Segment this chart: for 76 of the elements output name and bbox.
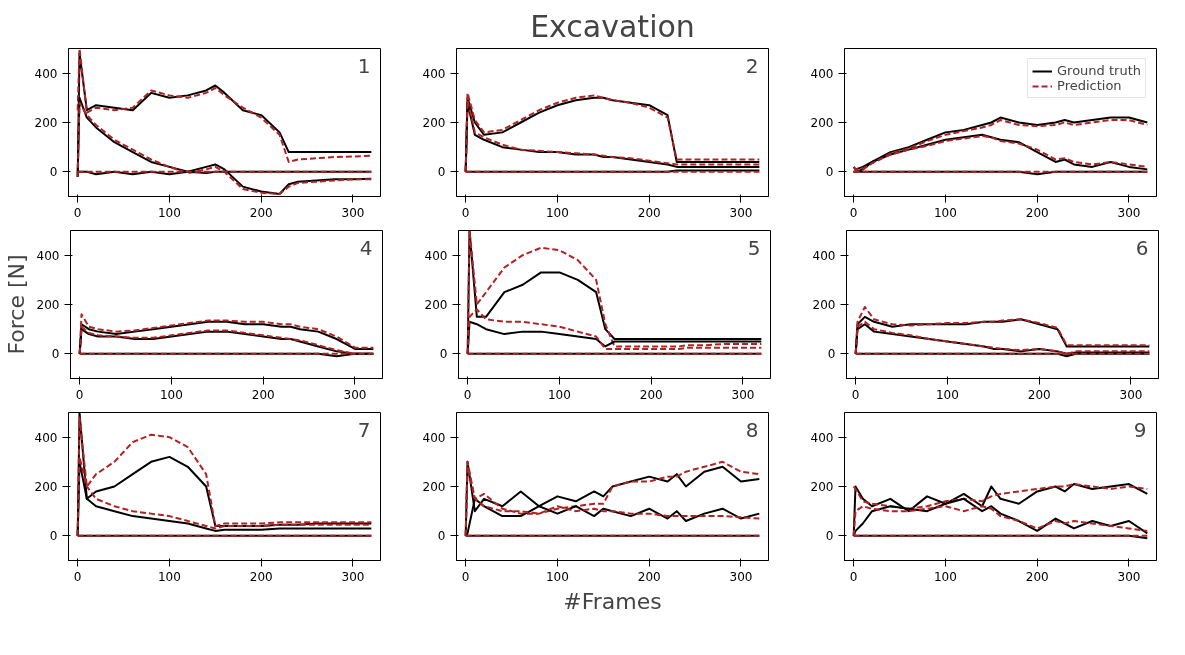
y-tick-label: 200 <box>812 298 836 312</box>
y-tick-label: 200 <box>422 116 446 130</box>
x-tick-label: 200 <box>249 569 273 584</box>
y-tick-label: 0 <box>51 347 60 362</box>
annotation: 7 <box>357 417 371 442</box>
x-tick-label: 300 <box>341 569 365 584</box>
x-tick-label: 100 <box>933 205 957 220</box>
x-tick-label: 0 <box>75 387 84 402</box>
y-axis-title: Force [N] <box>3 254 29 355</box>
annotation: 2 <box>745 53 759 78</box>
y-tick-label: 400 <box>422 66 446 81</box>
x-tick-label: 0 <box>463 387 472 402</box>
x-tick-label: 100 <box>159 387 183 402</box>
legend-label: Prediction <box>1057 78 1122 93</box>
y-tick-label: 0 <box>437 165 446 180</box>
y-tick-label: 0 <box>827 347 836 362</box>
x-tick-label: 0 <box>73 205 82 220</box>
x-tick-label: 100 <box>547 387 571 402</box>
y-tick-label: 400 <box>34 66 58 81</box>
x-tick-label: 0 <box>849 569 858 584</box>
legend-label: Ground truth <box>1057 63 1141 78</box>
x-tick-label: 100 <box>935 387 959 402</box>
annotation: 4 <box>359 235 373 260</box>
y-tick-label: 400 <box>36 248 60 263</box>
y-tick-label: 200 <box>36 298 60 312</box>
x-tick-label: 200 <box>637 569 661 584</box>
x-tick-label: 200 <box>639 387 663 402</box>
x-tick-label: 0 <box>849 205 858 220</box>
y-tick-label: 0 <box>825 529 834 544</box>
x-tick-label: 200 <box>251 387 275 402</box>
x-tick-label: 200 <box>637 205 661 220</box>
y-tick-label: 400 <box>422 430 446 445</box>
x-tick-label: 100 <box>157 569 181 584</box>
y-tick-label: 200 <box>34 116 58 130</box>
x-tick-label: 0 <box>461 205 470 220</box>
x-tick-label: 200 <box>1025 205 1049 220</box>
y-tick-label: 200 <box>810 116 834 130</box>
y-tick-label: 200 <box>422 480 446 494</box>
annotation: 6 <box>1135 235 1149 260</box>
x-tick-label: 200 <box>249 205 273 220</box>
y-tick-label: 200 <box>810 480 834 494</box>
y-tick-label: 200 <box>424 298 448 312</box>
y-tick-label: 400 <box>34 430 58 445</box>
annotation: 8 <box>745 417 759 442</box>
y-tick-label: 0 <box>49 165 58 180</box>
x-tick-label: 300 <box>341 205 365 220</box>
y-tick-label: 0 <box>825 165 834 180</box>
x-axis-title: #Frames <box>563 588 662 614</box>
chart-title: Excavation <box>530 8 695 44</box>
annotation: 9 <box>1133 417 1147 442</box>
x-tick-label: 100 <box>933 569 957 584</box>
x-tick-label: 0 <box>461 569 470 584</box>
y-tick-label: 200 <box>34 480 58 494</box>
y-tick-label: 400 <box>812 248 836 263</box>
x-tick-label: 300 <box>1117 569 1141 584</box>
x-tick-label: 200 <box>1027 387 1051 402</box>
y-tick-label: 0 <box>439 347 448 362</box>
x-tick-label: 200 <box>1025 569 1049 584</box>
annotation: 1 <box>357 53 371 78</box>
x-tick-label: 100 <box>157 205 181 220</box>
y-tick-label: 400 <box>810 66 834 81</box>
x-tick-label: 300 <box>729 569 753 584</box>
y-tick-label: 400 <box>810 430 834 445</box>
x-tick-label: 0 <box>851 387 860 402</box>
x-tick-label: 300 <box>731 387 755 402</box>
x-tick-label: 300 <box>343 387 367 402</box>
x-tick-label: 300 <box>1119 387 1143 402</box>
y-tick-label: 0 <box>437 529 446 544</box>
x-tick-label: 300 <box>1117 205 1141 220</box>
x-tick-label: 100 <box>545 569 569 584</box>
x-tick-label: 300 <box>729 205 753 220</box>
x-tick-label: 0 <box>73 569 82 584</box>
annotation: 5 <box>747 235 761 260</box>
x-tick-label: 100 <box>545 205 569 220</box>
y-tick-label: 0 <box>49 529 58 544</box>
y-tick-label: 400 <box>424 248 448 263</box>
